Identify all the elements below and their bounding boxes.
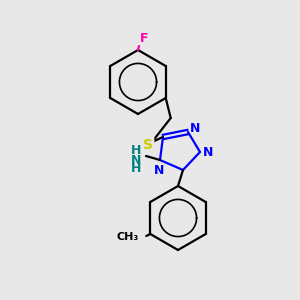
Text: N: N xyxy=(131,154,141,166)
Text: N: N xyxy=(203,146,213,158)
Text: N: N xyxy=(190,122,200,136)
Text: S: S xyxy=(143,138,153,152)
Text: H: H xyxy=(131,163,141,176)
Text: F: F xyxy=(140,32,148,45)
Text: CH₃: CH₃ xyxy=(116,232,138,242)
Text: H: H xyxy=(131,143,141,157)
Text: N: N xyxy=(154,164,164,177)
